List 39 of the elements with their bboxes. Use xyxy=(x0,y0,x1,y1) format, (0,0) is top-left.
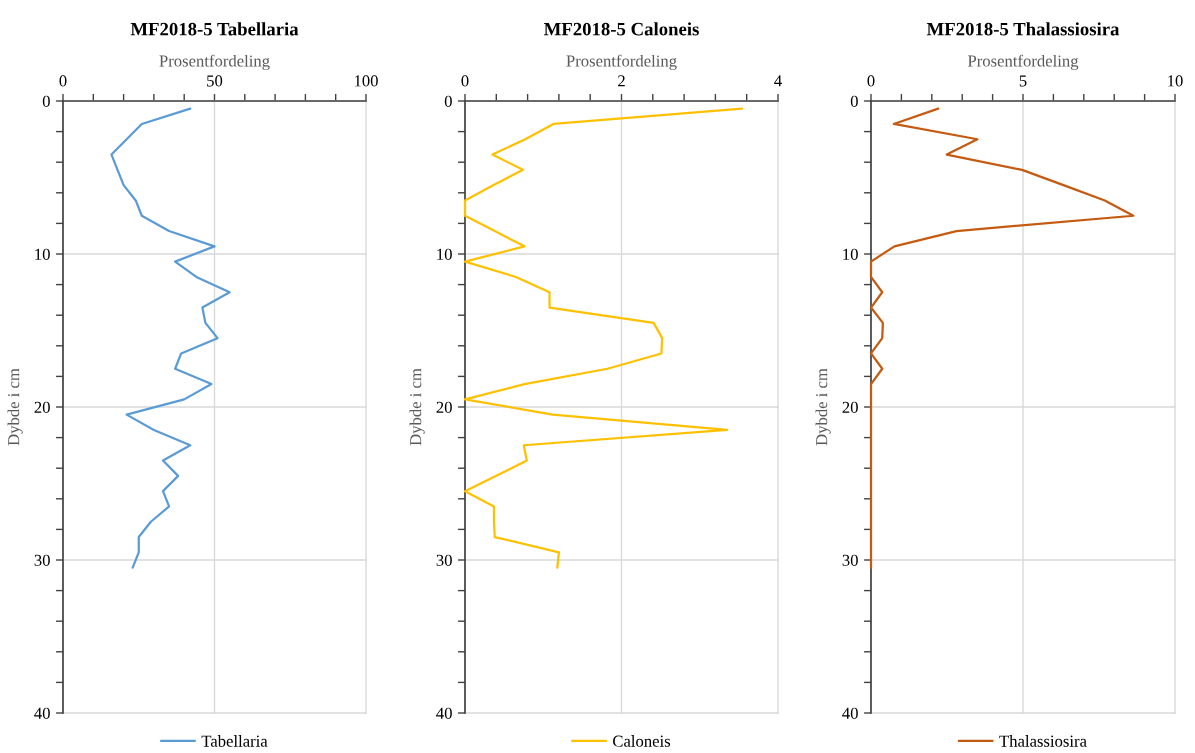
y-tick-label: 10 xyxy=(35,248,50,260)
y-tick-label: 40 xyxy=(842,707,858,719)
x-axis-title: Prosentfordeling xyxy=(159,54,270,71)
legend-label: Thalassiosira xyxy=(999,735,1087,747)
y-tick-label: 20 xyxy=(34,401,50,413)
chart-title: MF2018-5 Caloneis xyxy=(543,22,699,36)
y-tick-label: 40 xyxy=(34,707,50,719)
x-tick-label: 0 xyxy=(461,75,469,87)
line-series xyxy=(869,107,1135,569)
x-tick-label: 2 xyxy=(618,75,625,87)
legend-label: Tabellaria xyxy=(201,735,268,747)
y-tick-label: 0 xyxy=(42,95,50,107)
chart-title: MF2018-5 Tabellaria xyxy=(130,22,299,36)
line-series xyxy=(463,107,744,569)
y-tick-label: 10 xyxy=(437,248,452,260)
x-axis-title: Prosentfordeling xyxy=(566,54,677,71)
legend-label: Caloneis xyxy=(613,735,671,747)
x-tick-label: 0 xyxy=(59,75,67,87)
y-tick-label: 10 xyxy=(843,248,858,260)
y-axis-title: Dybde i cm xyxy=(7,368,23,446)
y-tick-label: 0 xyxy=(850,95,858,107)
y-tick-label: 0 xyxy=(444,95,452,107)
y-tick-label: 40 xyxy=(436,707,452,719)
y-tick-label: 30 xyxy=(34,554,50,566)
y-axis-title: Dybde i cm xyxy=(409,368,425,446)
x-tick-label: 50 xyxy=(207,75,223,87)
line-series xyxy=(110,107,231,569)
chart-title: MF2018-5 Thalassiosira xyxy=(926,22,1120,36)
x-tick-label: 0 xyxy=(867,75,875,87)
y-tick-label: 30 xyxy=(842,554,858,566)
x-tick-label: 10 xyxy=(1168,75,1183,87)
y-tick-label: 20 xyxy=(842,401,858,413)
y-tick-label: 20 xyxy=(436,401,452,413)
y-axis-title: Dybde i cm xyxy=(815,368,831,446)
x-tick-label: 4 xyxy=(774,75,782,87)
y-tick-label: 30 xyxy=(436,554,452,566)
x-tick-label: 100 xyxy=(354,75,378,87)
x-tick-label: 5 xyxy=(1019,75,1027,87)
x-axis-title: Prosentfordeling xyxy=(967,54,1079,71)
